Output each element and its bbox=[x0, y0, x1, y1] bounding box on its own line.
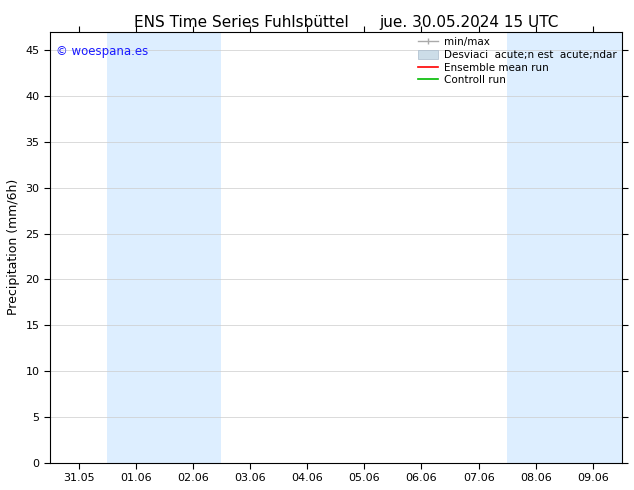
Bar bbox=[507, 32, 621, 463]
Text: © woespana.es: © woespana.es bbox=[56, 45, 148, 58]
Legend: min/max, Desviaci  acute;n est  acute;ndar, Ensemble mean run, Controll run: min/max, Desviaci acute;n est acute;ndar… bbox=[415, 35, 618, 87]
Y-axis label: Precipitation (mm/6h): Precipitation (mm/6h) bbox=[7, 179, 20, 316]
Bar bbox=[107, 32, 221, 463]
Text: ENS Time Series Fuhlsbüttel: ENS Time Series Fuhlsbüttel bbox=[134, 15, 348, 30]
Text: jue. 30.05.2024 15 UTC: jue. 30.05.2024 15 UTC bbox=[380, 15, 559, 30]
